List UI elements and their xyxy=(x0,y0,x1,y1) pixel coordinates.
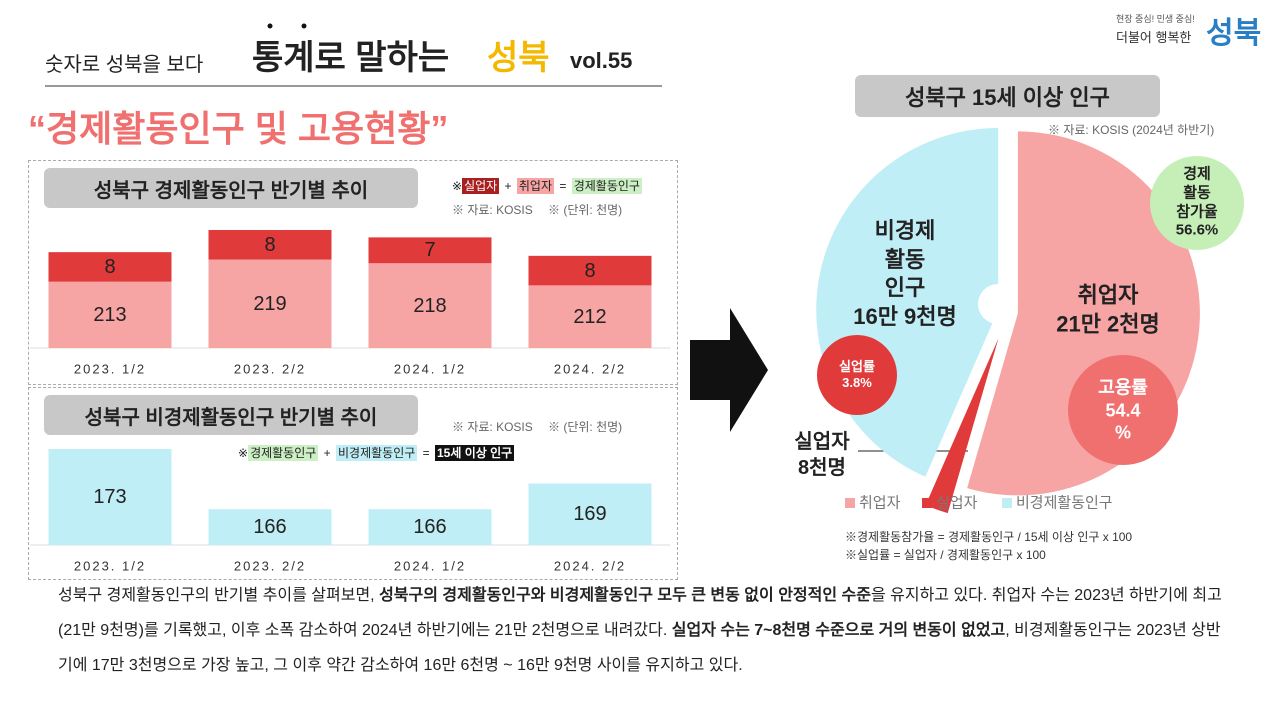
legend-swatch xyxy=(845,498,855,508)
note: ※ 자료: KOSIS xyxy=(452,420,533,434)
subtitle: “경제활동인구 및 고용현황” xyxy=(28,108,449,149)
bar-value-label: 8 xyxy=(264,233,276,256)
bar xyxy=(48,449,172,545)
dot xyxy=(301,23,307,29)
bar xyxy=(208,230,332,260)
bar xyxy=(528,285,652,348)
bar xyxy=(368,509,492,545)
formula-text: 15세 이상 인구 xyxy=(435,445,515,461)
panel-frame xyxy=(28,160,678,385)
rate-bubble xyxy=(1068,355,1178,465)
logo-text: 더불어 행복한 xyxy=(1116,30,1192,45)
x-tick-label: 2023. 1/2 xyxy=(73,361,147,377)
bar-value-label: 7 xyxy=(424,239,436,262)
bar-value-label: 169 xyxy=(573,503,607,526)
x-tick-label: 2023. 1/2 xyxy=(73,558,147,574)
note: ※ (단위: 천명) xyxy=(548,420,623,434)
bar xyxy=(208,509,332,545)
formula-text: 경제활동인구 xyxy=(248,445,319,461)
x-tick-label: 2024. 1/2 xyxy=(393,361,467,377)
rate-bubble xyxy=(817,335,897,415)
arrow xyxy=(690,308,768,432)
paragraph-text: 성북구 경제활동인구의 반기별 추이를 살펴보면, xyxy=(58,587,380,604)
bar-value-label: 212 xyxy=(573,305,607,328)
footnote: ※실업률 = 실업자 / 경제활동인구 x 100 xyxy=(845,548,1046,562)
header-title-accent: 성북 xyxy=(487,39,550,77)
paragraph-text: , 비경제활동인구는 2023년 상반기에 17만 3천명으로 가장 높고, 그… xyxy=(58,622,1221,674)
x-tick-label: 2024. 2/2 xyxy=(553,361,627,377)
legend-label: 비경제활동인구 xyxy=(1016,494,1113,512)
slice-label: 실업자 8천명 xyxy=(794,431,850,479)
formula: ※ 실업자 + 취업자 = 경제활동인구 xyxy=(452,177,642,194)
formula: ※ 경제활동인구 + 비경제활동인구 = 15세 이상 인구 xyxy=(238,444,515,461)
legend-swatch xyxy=(922,498,932,508)
note: ※ 자료: KOSIS xyxy=(452,203,533,217)
bar xyxy=(368,237,492,264)
legend-swatch xyxy=(1002,498,1012,508)
bar-value-label: 213 xyxy=(93,303,127,326)
bar-value-label: 166 xyxy=(253,516,287,539)
formula-text: 경제활동인구 xyxy=(571,178,642,194)
logo-name: 성북 xyxy=(1206,17,1262,50)
footnote: ※경제활동참가율 = 경제활동인구 / 15세 이상 인구 x 100 xyxy=(845,530,1133,544)
slice-label: 비경제 활동 인구 16만 9천명 xyxy=(853,217,957,329)
note: ※ (단위: 천명) xyxy=(548,203,623,217)
formula-text: + xyxy=(323,446,331,460)
bar xyxy=(48,281,172,348)
legend-label: 실업자 xyxy=(936,494,978,512)
formula-text: 실업자 xyxy=(462,178,500,194)
bar-value-label: 219 xyxy=(253,292,287,315)
bar-value-label: 166 xyxy=(413,516,447,539)
paragraph: 성북구 경제활동인구의 반기별 추이를 살펴보면, 성북구의 경제활동인구와 비… xyxy=(58,578,1228,683)
header-vol: vol.55 xyxy=(570,48,633,73)
formula-text: ※ xyxy=(452,179,463,193)
chart-title: 성북구 비경제활동인구 반기별 추이 xyxy=(44,395,418,435)
paragraph-text: 실업자 수는 7~8천명 수준으로 거의 변동이 없었고 xyxy=(671,622,1006,639)
x-tick-label: 2023. 2/2 xyxy=(233,361,307,377)
formula-text: 취업자 xyxy=(516,178,555,194)
rate-label: 실업률 3.8% xyxy=(839,358,875,390)
center-hole xyxy=(978,284,1018,324)
bar xyxy=(528,255,652,286)
paragraph-text: 을 유지하고 있다. 취업자 수는 2023년 하반기에 최고(21만 9천명)… xyxy=(58,587,1222,639)
formula-text: 비경제활동인구 xyxy=(336,445,418,461)
bar xyxy=(368,263,492,348)
chart-title: 성북구 15세 이상 인구 xyxy=(855,75,1160,117)
x-tick-label: 2023. 2/2 xyxy=(233,558,307,574)
source: ※ 자료: KOSIS (2024년 하반기) xyxy=(1048,123,1215,137)
bar-value-label: 218 xyxy=(413,294,447,317)
bar-value-label: 173 xyxy=(93,486,127,508)
rate-label: 고용률 54.4 % xyxy=(1098,377,1148,443)
formula-text: ※ xyxy=(238,446,249,460)
bar xyxy=(208,259,332,348)
dot xyxy=(267,23,273,29)
header-title: 통계로 말하는 xyxy=(252,39,450,77)
formula-text: = xyxy=(559,179,567,193)
bar-value-label: 8 xyxy=(584,259,596,282)
x-tick-label: 2024. 1/2 xyxy=(393,558,467,574)
formula-text: = xyxy=(422,446,430,460)
pie-slice xyxy=(925,338,999,514)
logo-slogan: 현장 중심! 민생 중심! xyxy=(1116,14,1195,24)
header-prefix: 숫자로 성북을 보다 xyxy=(45,54,204,76)
rate-label: 경제 활동 참가율 56.6% xyxy=(1175,165,1219,239)
slice-label: 취업자 21만 2천명 xyxy=(1056,282,1160,336)
chart-title: 성북구 경제활동인구 반기별 추이 xyxy=(44,168,418,208)
bar xyxy=(48,252,172,282)
x-tick-label: 2024. 2/2 xyxy=(553,558,627,574)
bar xyxy=(528,483,652,545)
rate-bubble xyxy=(1150,156,1244,250)
panel-frame xyxy=(28,387,678,580)
paragraph-text: 성북구의 경제활동인구와 비경제활동인구 모두 큰 변동 없이 안정적인 수준 xyxy=(379,587,871,604)
legend-label: 취업자 xyxy=(859,494,901,512)
bar-value-label: 8 xyxy=(104,255,116,278)
formula-text: + xyxy=(504,179,512,193)
